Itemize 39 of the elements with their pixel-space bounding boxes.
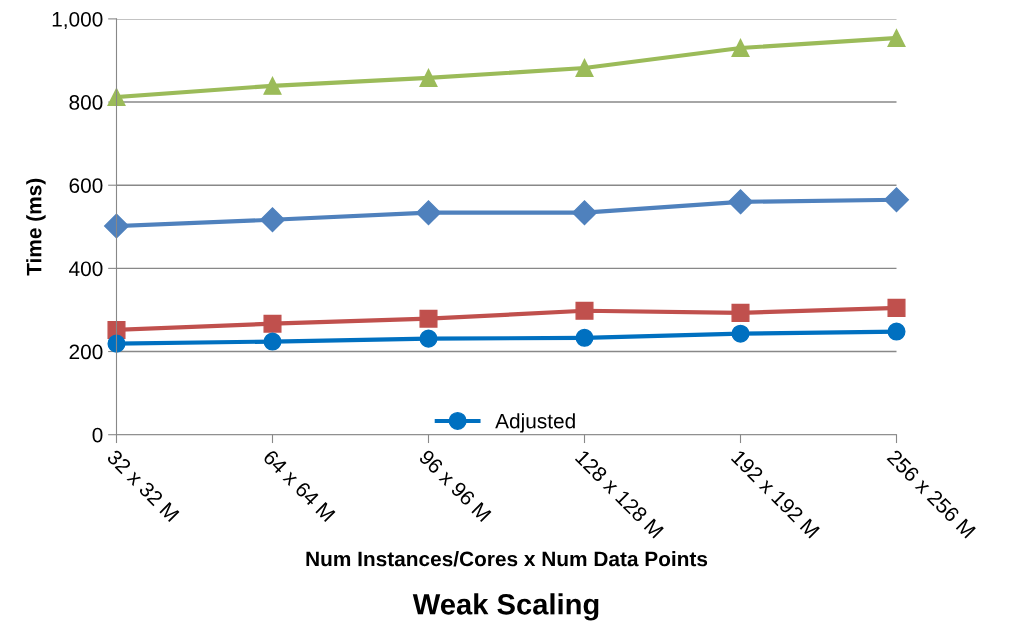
point xyxy=(419,309,438,328)
x-tick-label: 256 x 256 M xyxy=(886,449,976,539)
point xyxy=(728,189,753,215)
point xyxy=(884,187,909,213)
y-tick-label: 1,000 xyxy=(52,11,103,30)
point xyxy=(419,329,438,348)
x-tick-label: 192 x 192 M xyxy=(730,449,820,539)
point xyxy=(731,324,750,343)
point xyxy=(887,322,906,341)
point xyxy=(107,88,126,107)
point xyxy=(575,58,594,77)
point xyxy=(260,207,285,233)
legend-label: Adjusted xyxy=(495,413,575,433)
x-tick-label: 64 x 64 M xyxy=(262,449,336,523)
x-tick-label: 128 x 128 M xyxy=(574,449,664,539)
point xyxy=(887,298,906,317)
point xyxy=(263,314,282,333)
point xyxy=(731,38,750,58)
text: Weak Scaling xyxy=(412,593,599,621)
point xyxy=(887,28,906,48)
point xyxy=(263,76,282,95)
x-tick-label: 96 x 96 M xyxy=(418,448,492,523)
y-tick-label: 600 xyxy=(69,178,103,193)
point xyxy=(263,332,282,351)
point xyxy=(575,301,594,320)
y-tick-label: 400 xyxy=(69,261,103,277)
point xyxy=(575,328,594,347)
y-tick-label: 200 xyxy=(69,344,103,360)
y-tick-label: 0 xyxy=(92,427,103,443)
point xyxy=(107,334,126,353)
point xyxy=(416,200,441,226)
y-axis-title: Time (ms) xyxy=(26,178,46,276)
x-axis-title: Num Instances/Cores x Num Data Points xyxy=(306,551,708,567)
point xyxy=(572,200,597,226)
point xyxy=(419,68,438,87)
point xyxy=(731,303,750,322)
y-tick-label: 800 xyxy=(69,95,103,110)
point xyxy=(104,213,129,239)
x-tick-label: 32 x 32 M xyxy=(106,448,180,523)
